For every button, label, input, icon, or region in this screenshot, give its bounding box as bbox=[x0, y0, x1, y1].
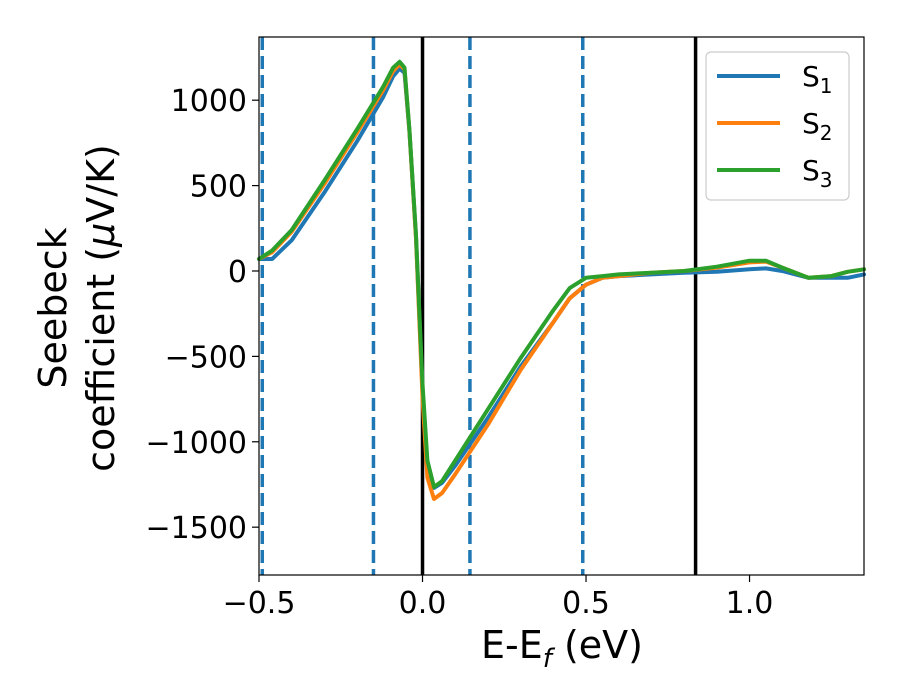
legend: S1 S2 S3 bbox=[705, 51, 850, 201]
x-axis-label-tail: (eV) bbox=[552, 623, 643, 667]
y-tick-label: 0 bbox=[228, 255, 247, 290]
y-axis-ticks: −1500 −1000 −500 0 500 1000 bbox=[146, 84, 259, 546]
x-tick-label: −0.5 bbox=[223, 586, 296, 621]
y-tick-label: −1000 bbox=[146, 426, 247, 461]
legend-label-s2: S2 bbox=[802, 107, 833, 145]
series-line-s1 bbox=[257, 66, 866, 490]
y-tick-label: 1000 bbox=[171, 84, 247, 119]
y-axis-label-line2-pre: coefficient ( bbox=[79, 247, 123, 472]
series-line-s3 bbox=[257, 59, 866, 489]
y-axis-label-line2: coefficient (μV/K) bbox=[79, 144, 123, 472]
y-tick-label: −500 bbox=[165, 340, 247, 375]
legend-label-s1: S1 bbox=[802, 60, 833, 98]
y-axis-label-mu: μ bbox=[79, 223, 123, 248]
y-axis-label-line1: Seebeck bbox=[31, 227, 75, 388]
x-tick-label: 0.0 bbox=[399, 586, 447, 621]
legend-box bbox=[705, 51, 850, 201]
legend-label-s3: S3 bbox=[802, 154, 833, 192]
x-axis-ticks: −0.5 0.0 0.5 1.0 bbox=[223, 575, 774, 621]
x-axis-label-main: E-E bbox=[481, 623, 543, 667]
y-tick-label: 500 bbox=[190, 170, 247, 205]
series-lines bbox=[257, 59, 866, 501]
vertical-reference-lines bbox=[260, 37, 698, 575]
x-tick-label: 1.0 bbox=[726, 586, 774, 621]
y-axis-label: Seebeck coefficient (μV/K) bbox=[31, 144, 123, 472]
x-tick-label: 0.5 bbox=[562, 586, 610, 621]
y-axis-label-line2-post: V/K) bbox=[79, 144, 123, 223]
y-tick-label: −1500 bbox=[146, 511, 247, 546]
plot-frame bbox=[258, 36, 865, 576]
x-axis-label: E-Ef (eV) bbox=[481, 623, 643, 674]
